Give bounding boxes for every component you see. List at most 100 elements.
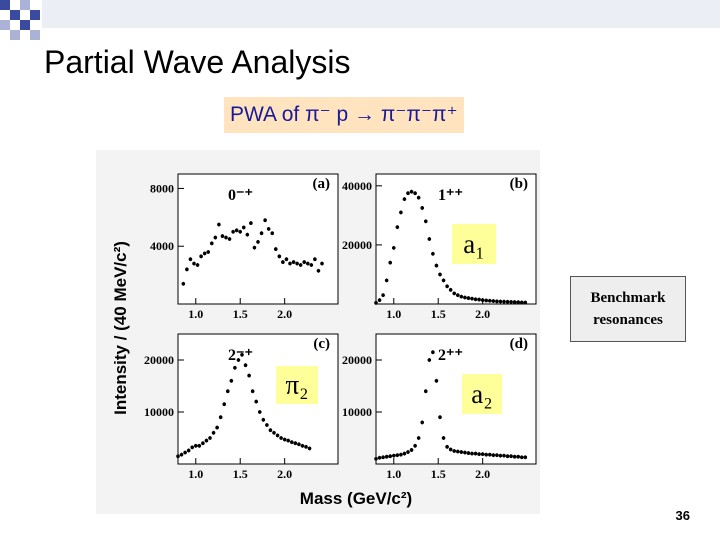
resonance-box-bg (462, 374, 502, 414)
data-point (388, 260, 393, 265)
callout-line-1: Benchmark (590, 290, 666, 306)
panel-letter: (b) (510, 176, 528, 192)
data-point (441, 278, 446, 283)
y-tick-label: 10000 (342, 405, 372, 419)
x-tick-label: 1.0 (188, 467, 203, 481)
data-point (272, 431, 276, 435)
checker-square (30, 30, 40, 40)
data-point (473, 451, 478, 456)
data-point (431, 350, 435, 354)
data-point (286, 438, 291, 443)
data-point (438, 415, 442, 420)
data-point (179, 452, 184, 457)
data-point (273, 247, 278, 251)
data-point (452, 449, 457, 453)
data-point (188, 257, 193, 262)
x-axis-label: Mass (GeV/c²) (300, 489, 412, 508)
data-point (176, 454, 180, 459)
data-point (197, 444, 202, 448)
data-point (265, 423, 269, 427)
data-point (225, 389, 230, 393)
data-point (229, 379, 234, 383)
data-point (202, 251, 207, 256)
wave-label: 0⁻⁺ (228, 187, 253, 204)
wave-label: 1⁺⁺ (438, 187, 463, 204)
y-tick-label: 20000 (342, 238, 372, 252)
data-point (431, 251, 435, 256)
data-point (377, 455, 382, 460)
data-point (256, 240, 260, 244)
data-point (241, 225, 246, 230)
wave-label: 2⁺⁺ (438, 347, 463, 364)
x-tick-label: 1.0 (386, 467, 401, 481)
data-point (495, 453, 499, 457)
data-point (416, 195, 421, 200)
data-point (516, 454, 521, 459)
data-point (300, 444, 305, 448)
data-point (395, 453, 400, 457)
data-point (231, 229, 235, 234)
data-point (409, 189, 414, 194)
data-point (374, 457, 378, 461)
data-point (234, 228, 239, 233)
data-point (240, 353, 244, 357)
data-point (445, 445, 449, 449)
data-point (519, 455, 524, 460)
data-point (484, 452, 489, 457)
checker-square (10, 30, 20, 40)
y-tick-label: 20000 (144, 353, 174, 367)
data-point (249, 221, 253, 225)
resonance-box-d: a₂ (462, 374, 502, 414)
checker-square (10, 10, 20, 20)
x-tick-label: 1.5 (233, 307, 248, 321)
data-point (466, 451, 471, 455)
slide-title: Partial Wave Analysis (44, 44, 351, 80)
checker-square (0, 0, 10, 10)
data-point (448, 447, 453, 452)
y-axis-label: Intensity / (40 MeV/c²) (111, 241, 130, 415)
pwa-figure: Intensity / (40 MeV/c²) Mass (GeV/c²) 1.… (96, 150, 540, 514)
data-point (498, 453, 503, 458)
data-point (295, 261, 299, 266)
data-point (247, 373, 251, 378)
data-point (498, 299, 503, 304)
data-point (509, 454, 513, 459)
resonance-box-bg (276, 366, 318, 404)
data-point (298, 263, 303, 267)
data-point (282, 437, 287, 442)
data-point (505, 454, 510, 459)
data-point (268, 428, 273, 433)
x-tick-label: 1.0 (386, 307, 401, 321)
data-point (413, 191, 417, 196)
data-point (218, 415, 223, 420)
data-point (217, 222, 221, 227)
x-tick-label: 1.5 (431, 307, 446, 321)
data-point (512, 454, 517, 459)
data-point (220, 234, 225, 238)
data-point (293, 441, 298, 446)
resonance-label: a₁ (463, 229, 484, 259)
data-point (192, 261, 196, 266)
data-point (495, 299, 499, 304)
data-point (320, 261, 324, 266)
data-point (304, 445, 308, 449)
data-point (190, 445, 195, 450)
data-point (402, 197, 407, 201)
data-point (259, 231, 264, 236)
data-point (512, 300, 517, 304)
data-point (459, 294, 464, 299)
data-point (204, 438, 209, 443)
data-point (455, 449, 460, 454)
data-point (289, 440, 294, 444)
data-point (263, 218, 267, 223)
data-point (413, 444, 417, 448)
x-tick-label: 2.0 (475, 467, 490, 481)
data-point (384, 454, 389, 459)
data-point (523, 455, 528, 460)
data-point (185, 267, 189, 272)
data-point (509, 300, 513, 304)
data-point (270, 231, 275, 236)
data-point (420, 420, 425, 425)
panel-letter: (a) (313, 176, 331, 192)
data-point (519, 300, 524, 305)
